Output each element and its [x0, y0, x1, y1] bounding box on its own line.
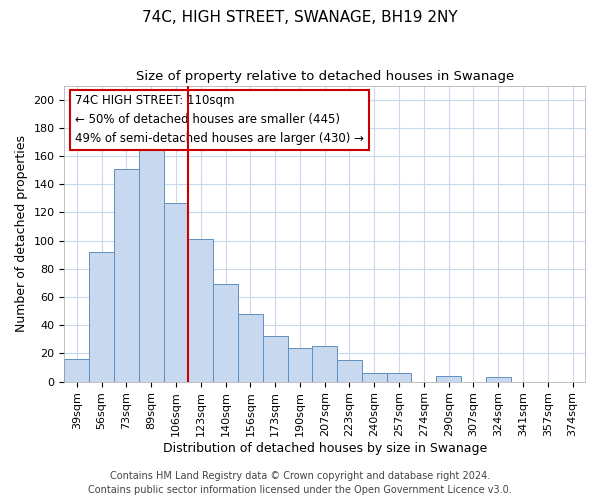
Bar — [64, 359, 89, 382]
Bar — [89, 252, 114, 382]
Bar — [313, 346, 337, 382]
Text: Contains HM Land Registry data © Crown copyright and database right 2024.
Contai: Contains HM Land Registry data © Crown c… — [88, 471, 512, 495]
Bar — [114, 168, 139, 382]
Bar — [213, 284, 238, 382]
X-axis label: Distribution of detached houses by size in Swanage: Distribution of detached houses by size … — [163, 442, 487, 455]
Bar — [164, 202, 188, 382]
Title: Size of property relative to detached houses in Swanage: Size of property relative to detached ho… — [136, 70, 514, 83]
Text: 74C, HIGH STREET, SWANAGE, BH19 2NY: 74C, HIGH STREET, SWANAGE, BH19 2NY — [142, 10, 458, 25]
Y-axis label: Number of detached properties: Number of detached properties — [15, 135, 28, 332]
Bar — [188, 239, 213, 382]
Bar — [386, 373, 412, 382]
Bar — [486, 378, 511, 382]
Bar — [362, 373, 386, 382]
Bar — [337, 360, 362, 382]
Text: 74C HIGH STREET: 110sqm
← 50% of detached houses are smaller (445)
49% of semi-d: 74C HIGH STREET: 110sqm ← 50% of detache… — [75, 94, 364, 146]
Bar — [238, 314, 263, 382]
Bar — [436, 376, 461, 382]
Bar — [263, 336, 287, 382]
Bar — [139, 149, 164, 382]
Bar — [287, 348, 313, 382]
